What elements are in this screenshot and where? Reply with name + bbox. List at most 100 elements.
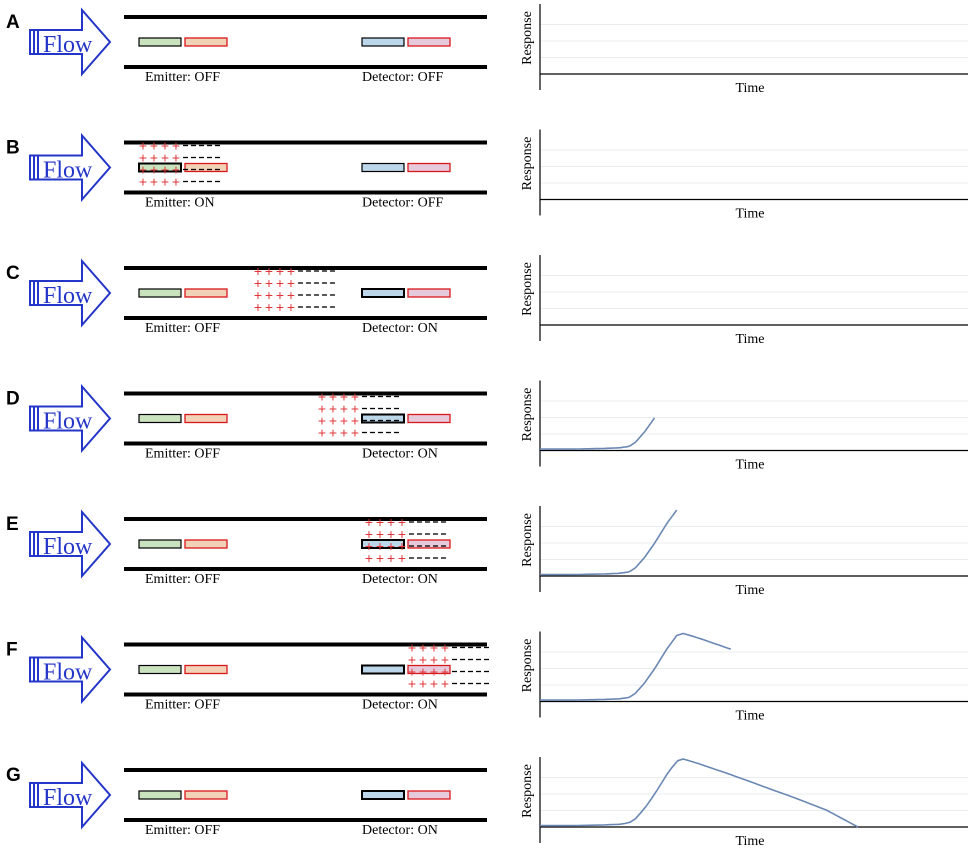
chart-ylabel: Response xyxy=(520,388,535,442)
panel-letter: C xyxy=(6,263,20,284)
plus-ion-icon: + xyxy=(150,162,158,178)
plus-ion-icon: + xyxy=(150,138,158,154)
plus-ion-icon: + xyxy=(351,425,359,441)
plus-ion-icon: + xyxy=(365,538,373,554)
emitter-electrode-right xyxy=(184,413,228,424)
emitter-electrode-left xyxy=(138,288,182,298)
plus-ion-icon: + xyxy=(365,514,373,530)
detector-electrode-right xyxy=(407,413,451,424)
plus-ion-icon: + xyxy=(276,263,284,279)
emitter-status-label: Emitter: OFF xyxy=(145,823,220,838)
panel-g: G Flow Emitter: OFF Detector: ON Response Tim… xyxy=(6,757,968,849)
plus-ion-icon: + xyxy=(161,162,169,178)
plus-ion-icon: + xyxy=(150,150,158,166)
plus-ion-icon: + xyxy=(441,652,449,668)
plus-ion-icon: + xyxy=(430,640,438,656)
emitter-status-label: Emitter: OFF xyxy=(145,321,220,336)
response-curve-line xyxy=(540,509,678,576)
plus-ion-icon: + xyxy=(139,162,147,178)
flow-arrow: Flow xyxy=(29,383,112,454)
plus-ion-icon: + xyxy=(365,526,373,542)
plus-ion-icon: + xyxy=(161,138,169,154)
plus-ion-icon: + xyxy=(172,150,180,166)
plus-ion-icon: + xyxy=(430,664,438,680)
emitter-electrode-right xyxy=(184,790,228,800)
plus-ion-icon: + xyxy=(161,150,169,166)
plus-ion-icon: + xyxy=(318,401,326,417)
response-chart: Response Time xyxy=(520,631,968,724)
plus-ion-icon: + xyxy=(351,389,359,405)
plus-ion-icon: + xyxy=(139,150,147,166)
detector-status-label: Detector: OFF xyxy=(362,196,443,211)
plus-ion-icon: + xyxy=(265,299,273,315)
plus-ion-icon: + xyxy=(430,652,438,668)
detector-electrode-right xyxy=(407,288,451,298)
detector-status-label: Detector: ON xyxy=(362,698,438,713)
emitter-status-label: Emitter: OFF xyxy=(145,70,220,85)
detector-electrode-left xyxy=(361,37,405,47)
response-chart: Response Time xyxy=(520,380,968,473)
plus-ion-icon: + xyxy=(387,538,395,554)
flow-label: Flow xyxy=(43,534,93,560)
detector-electrode-right xyxy=(407,664,451,675)
plus-ion-icon: + xyxy=(287,275,295,291)
plus-ion-icon: + xyxy=(265,275,273,291)
plus-ion-icon: + xyxy=(376,550,384,566)
plus-ion-icon: + xyxy=(340,389,348,405)
plus-ion-icon: + xyxy=(161,174,169,190)
flow-arrow: Flow xyxy=(29,760,112,830)
panel-letter: B xyxy=(6,138,20,159)
plus-ion-icon: + xyxy=(387,526,395,542)
ion-cloud: + + + ++ + + ++ + + ++ + + + xyxy=(254,263,335,315)
flow-label: Flow xyxy=(43,660,93,686)
chart-xlabel: Time xyxy=(735,709,764,724)
emitter-status-label: Emitter: ON xyxy=(145,196,215,211)
emitter-status-label: Emitter: OFF xyxy=(145,572,220,587)
plus-ion-icon: + xyxy=(351,413,359,429)
chart-xlabel: Time xyxy=(735,583,764,598)
response-chart: Response Time xyxy=(520,129,968,222)
plus-ion-icon: + xyxy=(329,389,337,405)
detector-status-label: Detector: ON xyxy=(362,447,438,462)
emitter-electrode-left xyxy=(138,162,182,173)
detector-status-label: Detector: OFF xyxy=(362,70,443,85)
plus-ion-icon: + xyxy=(172,162,180,178)
detector-electrode-right xyxy=(407,37,451,47)
panel-letter: E xyxy=(6,514,19,535)
plus-ion-icon: + xyxy=(139,174,147,190)
ion-cloud: + + + ++ + + ++ + + ++ + + + xyxy=(139,138,220,190)
plus-ion-icon: + xyxy=(419,640,427,656)
plus-ion-icon: + xyxy=(376,526,384,542)
emitter-electrode-right xyxy=(184,664,228,675)
plus-ion-icon: + xyxy=(408,640,416,656)
plus-ion-icon: + xyxy=(276,275,284,291)
emitter-electrode-right xyxy=(184,288,228,298)
plus-ion-icon: + xyxy=(441,676,449,692)
plus-ion-icon: + xyxy=(287,287,295,303)
chart-xlabel: Time xyxy=(735,207,764,222)
chart-xlabel: Time xyxy=(735,834,764,849)
flow-label: Flow xyxy=(43,158,93,184)
plus-ion-icon: + xyxy=(329,401,337,417)
detector-status-label: Detector: ON xyxy=(362,823,438,838)
plus-ion-icon: + xyxy=(376,538,384,554)
plus-ion-icon: + xyxy=(376,514,384,530)
plus-ion-icon: + xyxy=(287,299,295,315)
plus-ion-icon: + xyxy=(419,676,427,692)
detector-electrode-left xyxy=(361,790,405,800)
plus-ion-icon: + xyxy=(441,640,449,656)
plus-ion-icon: + xyxy=(287,263,295,279)
emitter-electrode-left xyxy=(138,664,182,675)
plus-ion-icon: + xyxy=(276,287,284,303)
flow-label: Flow xyxy=(43,32,93,58)
detector-electrode-left xyxy=(361,539,405,549)
chart-xlabel: Time xyxy=(735,458,764,473)
emitter-electrode-left xyxy=(138,37,182,47)
plus-ion-icon: + xyxy=(398,538,406,554)
